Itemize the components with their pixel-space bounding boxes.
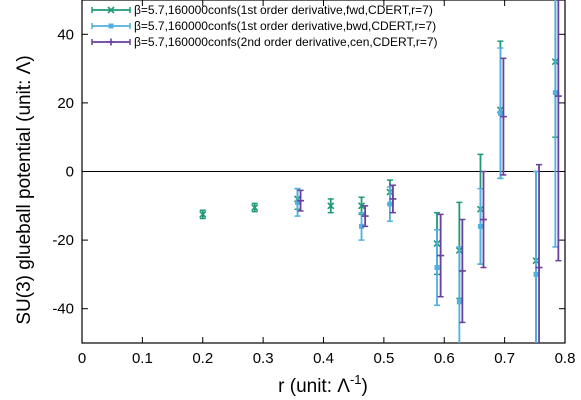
x-tick-label: 0.5 (373, 350, 394, 367)
data-point (477, 223, 483, 229)
data-point (499, 113, 507, 121)
data-point (437, 252, 445, 260)
data-point (389, 195, 397, 203)
x-tick-label: 0.1 (132, 350, 153, 367)
data-point (497, 110, 503, 116)
x-tick-label: 0.3 (253, 350, 274, 367)
x-axis-label: r (unit: Λ-1) (278, 372, 368, 397)
series-3 (297, 0, 562, 343)
y-tick-label: 0 (66, 164, 74, 181)
y-tick-label: -40 (52, 301, 74, 318)
data-point (533, 271, 539, 277)
legend-marker (107, 38, 115, 46)
y-tick-label: 40 (57, 26, 74, 43)
x-tick-label: 0.7 (494, 350, 515, 367)
data-point (295, 199, 301, 205)
x-tick-label: 0.4 (313, 350, 334, 367)
data-point (456, 299, 462, 305)
y-axis-label: SU(3) glueball potential (unit: Λ) (14, 55, 35, 324)
data-point (458, 267, 466, 275)
x-tick-label: 0.2 (192, 350, 213, 367)
x-axis-label-superscript: -1 (350, 372, 362, 387)
data-point (361, 212, 369, 220)
data-point (251, 203, 259, 212)
data-point (327, 202, 335, 210)
x-tick-label: 0.6 (434, 350, 455, 367)
legend-item-2: β=5.7,160000confs(1st order derivative,b… (91, 19, 436, 33)
legend-label: β=5.7,160000confs(2nd order derivative,c… (134, 35, 438, 49)
data-point (359, 223, 365, 229)
legend-item-1: β=5.7,160000confs(1st order derivative,f… (91, 3, 433, 17)
series-2 (294, 0, 559, 343)
x-tick-label: 0.8 (555, 350, 576, 367)
data-point (535, 264, 543, 272)
legend-item-3: β=5.7,160000confs(2nd order derivative,c… (91, 35, 438, 49)
axis-ticks: 0 0.1 0.2 0.3 0.4 0.5 0.6 0.7 0.8 -40 -20 0 20 40 (52, 0, 575, 367)
legend: β=5.7,160000confs(1st order derivative,f… (91, 3, 438, 49)
y-tick-label: 20 (57, 95, 74, 112)
legend-marker (107, 6, 115, 14)
legend-marker (108, 23, 114, 29)
y-tick-label: -20 (52, 232, 74, 249)
data-marks (199, 0, 562, 343)
data-point (552, 90, 558, 96)
data-point (554, 92, 562, 100)
data-point (479, 216, 487, 224)
data-point (199, 210, 207, 218)
legend-label: β=5.7,160000confs(1st order derivative,b… (134, 19, 436, 33)
x-tick-label: 0 (78, 350, 86, 367)
legend-label: β=5.7,160000confs(1st order derivative,f… (134, 3, 433, 17)
data-point (297, 197, 305, 205)
data-point (357, 202, 366, 210)
data-point (387, 201, 393, 207)
data-point (434, 265, 440, 271)
